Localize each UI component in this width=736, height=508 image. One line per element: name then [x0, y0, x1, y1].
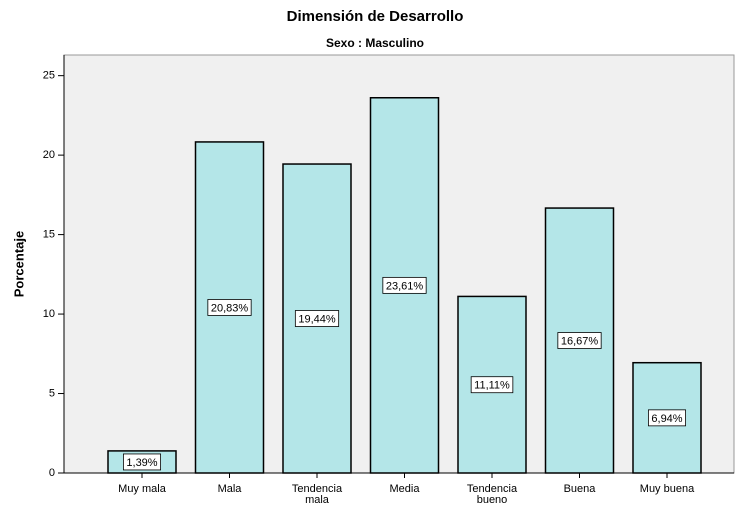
value-label-box [382, 276, 427, 294]
y-tick-label: 25 [43, 70, 55, 82]
value-label: 16,67% [561, 335, 599, 347]
y-tick-label: 5 [49, 387, 55, 399]
value-label-box [470, 376, 514, 394]
value-label-box [294, 310, 340, 327]
y-axis-label: Porcentaje [11, 231, 26, 297]
value-label-box [122, 453, 162, 471]
chart-title: Dimensión de Desarrollo [287, 8, 464, 25]
value-label: 1,39% [126, 457, 157, 469]
value-label: 6,94% [651, 413, 682, 425]
bar [632, 361, 702, 474]
x-tick-label: Tendencia mala [291, 483, 343, 506]
value-label: 19,44% [298, 313, 336, 325]
y-tick-label: 0 [49, 467, 55, 479]
y-tick-label: 10 [43, 308, 55, 320]
value-label-box [207, 299, 252, 316]
value-label-box [647, 409, 687, 427]
x-tick-label: Buena [563, 483, 596, 495]
value-label-box [557, 332, 602, 349]
x-tick-label: Media [389, 483, 420, 495]
value-label: 20,83% [211, 302, 249, 314]
value-label: 11,11% [474, 380, 510, 392]
x-tick-label: Tendencia bueno [466, 483, 518, 506]
x-tick-label: Muy mala [118, 483, 166, 495]
y-tick-label: 20 [43, 149, 55, 161]
x-tick-label: Mala [217, 483, 242, 495]
y-tick-label: 15 [43, 229, 55, 241]
chart-subtitle: Sexo : Masculino [326, 36, 424, 50]
value-label: 23,61% [386, 280, 424, 292]
x-tick-label: Muy buena [639, 483, 695, 495]
